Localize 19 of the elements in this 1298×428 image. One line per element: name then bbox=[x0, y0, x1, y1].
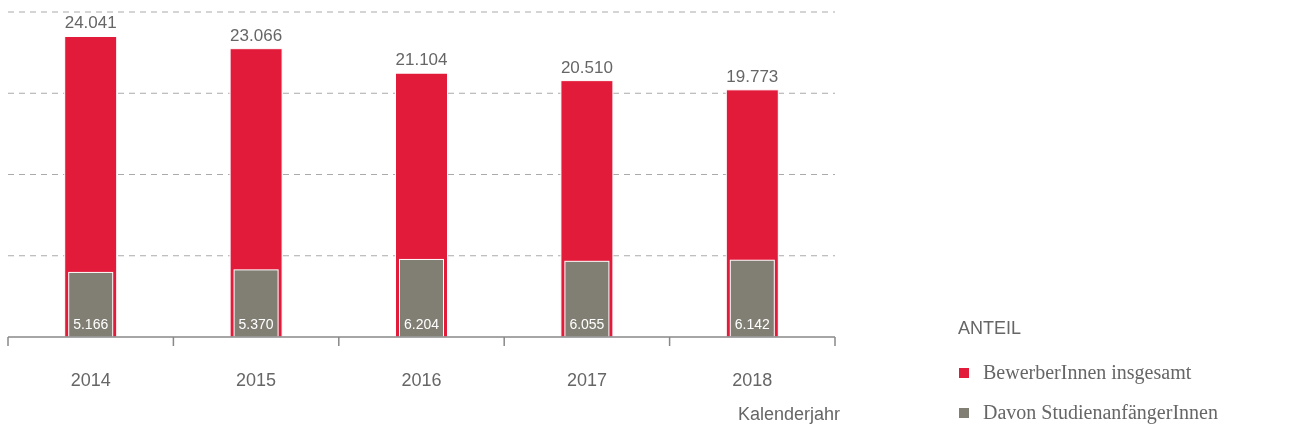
data-label: 20.510 bbox=[560, 57, 613, 77]
data-label: 6.055 bbox=[569, 316, 605, 332]
x-tick-label: 2016 bbox=[401, 370, 442, 390]
data-label: 24.041 bbox=[64, 13, 117, 33]
data-label: 6.204 bbox=[403, 316, 440, 332]
x-axis-title: Kalenderjahr bbox=[737, 404, 840, 424]
data-label: 23.066 bbox=[230, 25, 283, 45]
data-label: 5.370 bbox=[238, 316, 274, 332]
x-tick-label: 2018 bbox=[732, 370, 773, 390]
data-label: 19.773 bbox=[726, 66, 779, 86]
legend-label: Davon StudienanfängerInnen bbox=[983, 401, 1218, 424]
data-label: 6.142 bbox=[734, 316, 771, 332]
x-tick-label: 2015 bbox=[236, 370, 277, 390]
legend-title: ANTEIL bbox=[958, 318, 1022, 338]
data-label: 21.104 bbox=[395, 50, 448, 70]
x-tick-label: 2017 bbox=[566, 370, 607, 390]
data-label: 5.166 bbox=[73, 316, 109, 332]
x-tick-label: 2014 bbox=[70, 370, 111, 390]
legend-label: BewerberInnen insgesamt bbox=[983, 361, 1192, 384]
